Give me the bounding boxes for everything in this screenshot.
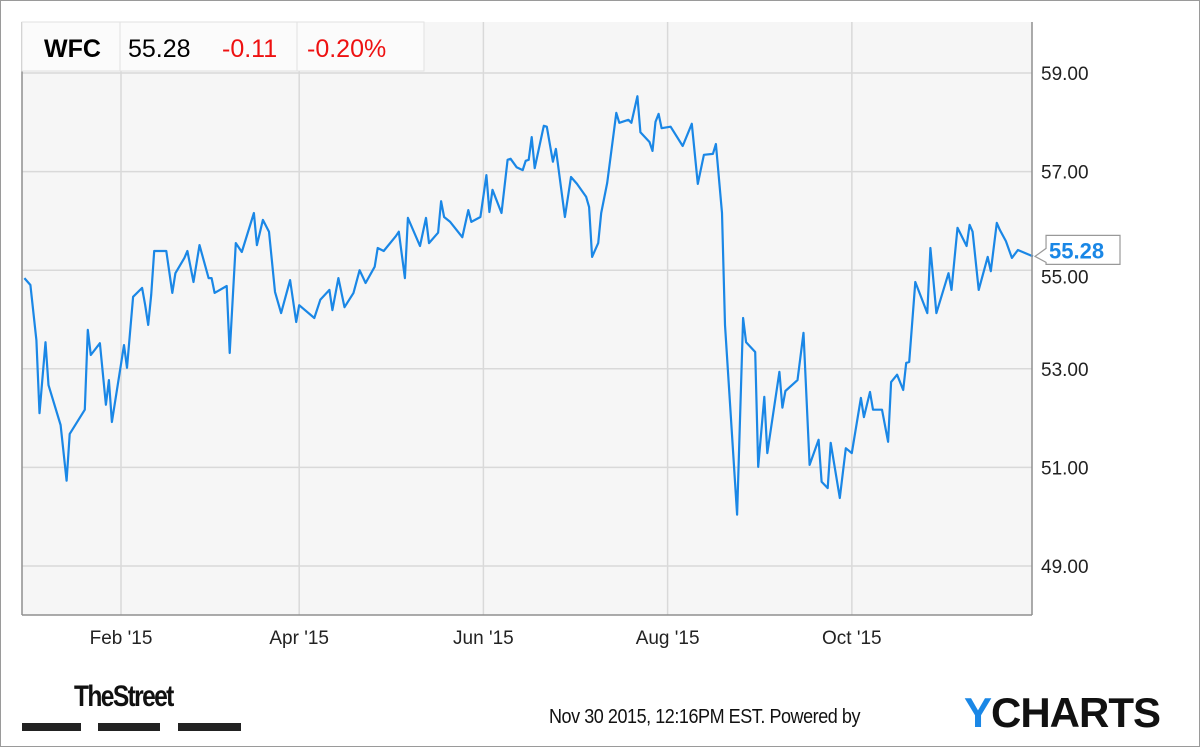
ticker-symbol: WFC [44,35,101,63]
timestamp: Nov 30 2015, 12:16PM EST. [549,706,765,728]
logo-bar [178,723,241,731]
price-change-percent: -0.20% [307,35,386,63]
x-axis: Feb '15 Apr '15 Jun '15 Aug '15 Oct '15 [90,628,882,649]
current-price: 55.28 [128,35,191,63]
ycharts-logo[interactable]: YCHARTS [964,689,1161,737]
x-tick-label: Oct '15 [822,628,882,649]
y-tick-label: 57.00 [1041,163,1089,184]
y-axis: 49.00 51.00 53.00 55.00 57.00 59.00 [1041,64,1089,578]
y-tick-label: 53.00 [1041,360,1089,381]
logo-bar [98,723,160,731]
last-value-label: 55.28 [1049,238,1104,263]
quote-header: WFC 55.28 -0.11 -0.20% [21,21,425,72]
plot-area [22,22,1032,615]
y-tick-label: 49.00 [1041,557,1089,578]
ycharts-logo-y: Y [964,689,992,736]
y-tick-label: 59.00 [1041,64,1089,85]
x-tick-label: Aug '15 [636,628,700,649]
powered-by: Powered by [769,706,861,728]
series-line [23,95,1034,516]
price-change: -0.11 [222,35,277,63]
ycharts-logo-text: CHARTS [991,689,1161,736]
last-value-callout: 55.28 [1033,234,1121,265]
thestreet-wordmark: TheStreet [74,680,174,713]
x-tick-label: Jun '15 [453,628,514,649]
y-tick-label: 55.00 [1041,267,1089,288]
logo-bar [22,723,81,731]
y-tick-label: 51.00 [1041,458,1089,479]
timestamp-line: Nov 30 2015, 12:16PM EST. Powered by [549,706,860,729]
x-tick-label: Feb '15 [90,628,153,649]
x-tick-label: Apr '15 [269,628,329,649]
